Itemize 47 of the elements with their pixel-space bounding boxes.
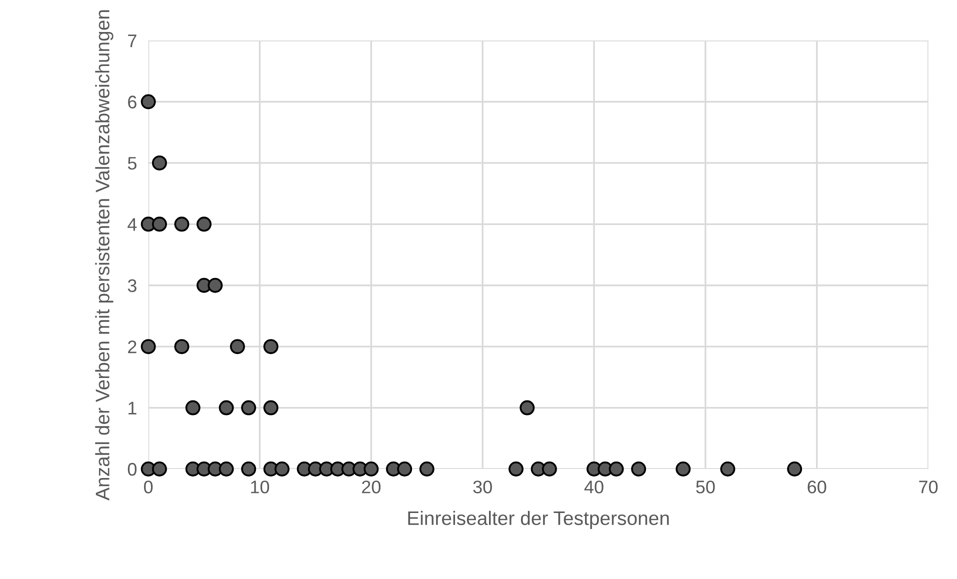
point [152,461,167,476]
point [508,461,524,476]
y-tick-label: 1 [128,402,136,414]
point [218,461,234,476]
y-axis-title: Anzahl der Verben mit persistenten Valenzabweichungen [95,10,114,500]
x-tick-label: 40 [584,480,604,494]
point [419,461,434,476]
y-tick-label: 4 [128,218,137,231]
point [140,339,156,354]
point [152,155,167,170]
x-axis-title: Einreisealter der Testpersonen [408,510,669,529]
point [140,94,156,110]
x-tick-label: 60 [808,480,826,494]
point [676,461,691,476]
point [274,461,290,476]
x-tick-label: 20 [362,480,381,494]
point [631,461,646,476]
point [397,461,412,476]
point [263,339,278,354]
point [230,339,245,354]
x-tick-label: 10 [251,480,270,494]
point [152,216,167,232]
x-tick-label: 50 [696,480,715,494]
x-tick-label: 0 [144,480,153,494]
y-tick-label: 6 [128,96,136,108]
point [196,216,212,232]
y-tick-label: 2 [128,340,136,354]
point [542,461,557,476]
point [263,400,278,416]
y-tick-label: 3 [128,279,136,292]
point [208,278,223,293]
point [364,461,379,476]
x-tick-label: 30 [473,480,492,494]
point [241,400,256,416]
point [608,461,624,476]
y-tick-label: 0 [128,462,137,476]
point [185,400,200,416]
point [218,400,234,416]
point [720,461,736,476]
point [241,461,256,476]
y-tick-label: 7 [128,34,136,48]
point [174,216,190,232]
point [787,461,802,476]
x-tick-label: 70 [919,480,938,494]
point [174,339,190,354]
point [520,400,535,416]
y-tick-label: 5 [128,157,136,170]
